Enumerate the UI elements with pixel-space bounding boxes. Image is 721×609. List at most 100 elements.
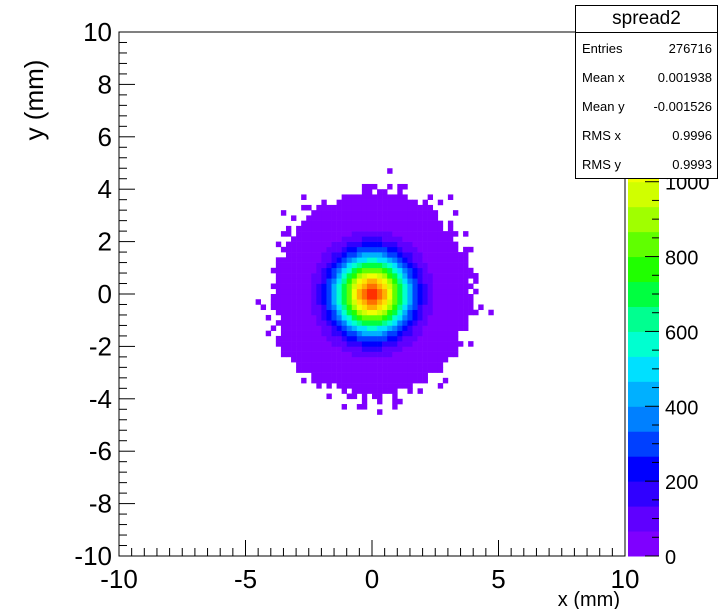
heatmap-cell (372, 263, 377, 269)
heatmap-cell (337, 205, 342, 211)
heatmap-cell (367, 242, 372, 248)
heatmap-cell (352, 320, 357, 326)
heatmap-cell (332, 231, 337, 237)
heatmap-cell (443, 336, 448, 342)
heatmap-cell (433, 341, 438, 347)
heatmap-cell (326, 378, 331, 384)
heatmap-cell (337, 252, 342, 258)
heatmap-cell (418, 242, 423, 248)
heatmap-cell (407, 205, 412, 211)
heatmap-cell (367, 357, 372, 363)
heatmap-cell (362, 252, 367, 258)
heatmap-cell (387, 284, 392, 290)
heatmap-cell (387, 168, 392, 174)
heatmap-cell (418, 247, 423, 253)
heatmap-cell (271, 294, 276, 300)
heatmap-cell (306, 226, 311, 232)
heatmap-cell (367, 352, 372, 358)
heatmap-cell (367, 388, 372, 394)
heatmap-cell (337, 357, 342, 363)
heatmap-cell (332, 236, 337, 242)
heatmap-cell (367, 273, 372, 279)
heatmap-cell (387, 200, 392, 206)
heatmap-cell (453, 304, 458, 310)
heatmap-cell (372, 346, 377, 352)
stats-title: spread2 (576, 6, 717, 33)
heatmap-cell (311, 331, 316, 337)
y-tick-label: 2 (98, 227, 112, 257)
heatmap-cell (397, 189, 402, 195)
heatmap-cell (347, 304, 352, 310)
heatmap-cell (347, 284, 352, 290)
heatmap-cell (276, 289, 281, 295)
heatmap-cell (306, 257, 311, 263)
heatmap-cell (316, 367, 321, 373)
heatmap-cell (458, 294, 463, 300)
heatmap-cell (387, 373, 392, 379)
heatmap-cell (453, 315, 458, 321)
heatmap-cell (362, 231, 367, 237)
heatmap-cell (316, 315, 321, 321)
heatmap-cell (402, 205, 407, 211)
heatmap-cell (453, 346, 458, 352)
heatmap-cell (418, 268, 423, 274)
heatmap-cell (347, 315, 352, 321)
heatmap-cell (448, 247, 453, 253)
heatmap-cell (402, 247, 407, 253)
heatmap-cell (377, 210, 382, 216)
heatmap-cell (433, 346, 438, 352)
heatmap-cell (443, 331, 448, 337)
heatmap-cell (407, 304, 412, 310)
heatmap-cell (306, 273, 311, 279)
heatmap-cell (276, 284, 281, 290)
stats-value: 0.001938 (658, 70, 712, 85)
heatmap-cell (458, 252, 463, 258)
heatmap-cell (342, 231, 347, 237)
heatmap-cell (448, 352, 453, 358)
heatmap-cell (407, 273, 412, 279)
heatmap-cell (392, 310, 397, 316)
heatmap-cell (347, 278, 352, 284)
heatmap-cell (326, 357, 331, 363)
heatmap-cell (306, 315, 311, 321)
heatmap-cell (342, 320, 347, 326)
colorbar-segment (628, 331, 659, 356)
heatmap-cell (347, 299, 352, 305)
colorbar-tick-label: 600 (665, 322, 698, 344)
heatmap-cell (448, 304, 453, 310)
heatmap-cell (438, 294, 443, 300)
heatmap-cell (412, 336, 417, 342)
heatmap-cell (296, 236, 301, 242)
heatmap-cell (362, 404, 367, 410)
heatmap-cell (448, 341, 453, 347)
heatmap-cell (377, 304, 382, 310)
heatmap-cell (423, 284, 428, 290)
heatmap-cell (468, 299, 473, 305)
heatmap-cell (286, 341, 291, 347)
heatmap-cell (337, 268, 342, 274)
heatmap-cell (387, 315, 392, 321)
heatmap-cell (433, 304, 438, 310)
heatmap-cell (352, 205, 357, 211)
heatmap-cell (362, 378, 367, 384)
heatmap-cell (306, 236, 311, 242)
heatmap-cell (367, 236, 372, 242)
heatmap-cell (468, 304, 473, 310)
heatmap-cell (342, 304, 347, 310)
heatmap-cell (453, 299, 458, 305)
heatmap-cell (311, 273, 316, 279)
heatmap-cell (423, 331, 428, 337)
heatmap-cell (316, 289, 321, 295)
heatmap-cell (387, 367, 392, 373)
heatmap-cell (337, 325, 342, 331)
heatmap-cell (377, 294, 382, 300)
heatmap-cell (326, 394, 331, 400)
heatmap-cell (412, 294, 417, 300)
heatmap-cell (418, 221, 423, 227)
heatmap-cell (377, 289, 382, 295)
heatmap-cell (443, 273, 448, 279)
heatmap-cell (397, 367, 402, 373)
heatmap-cell (372, 294, 377, 300)
heatmap-cell (448, 252, 453, 258)
heatmap-cell (397, 325, 402, 331)
